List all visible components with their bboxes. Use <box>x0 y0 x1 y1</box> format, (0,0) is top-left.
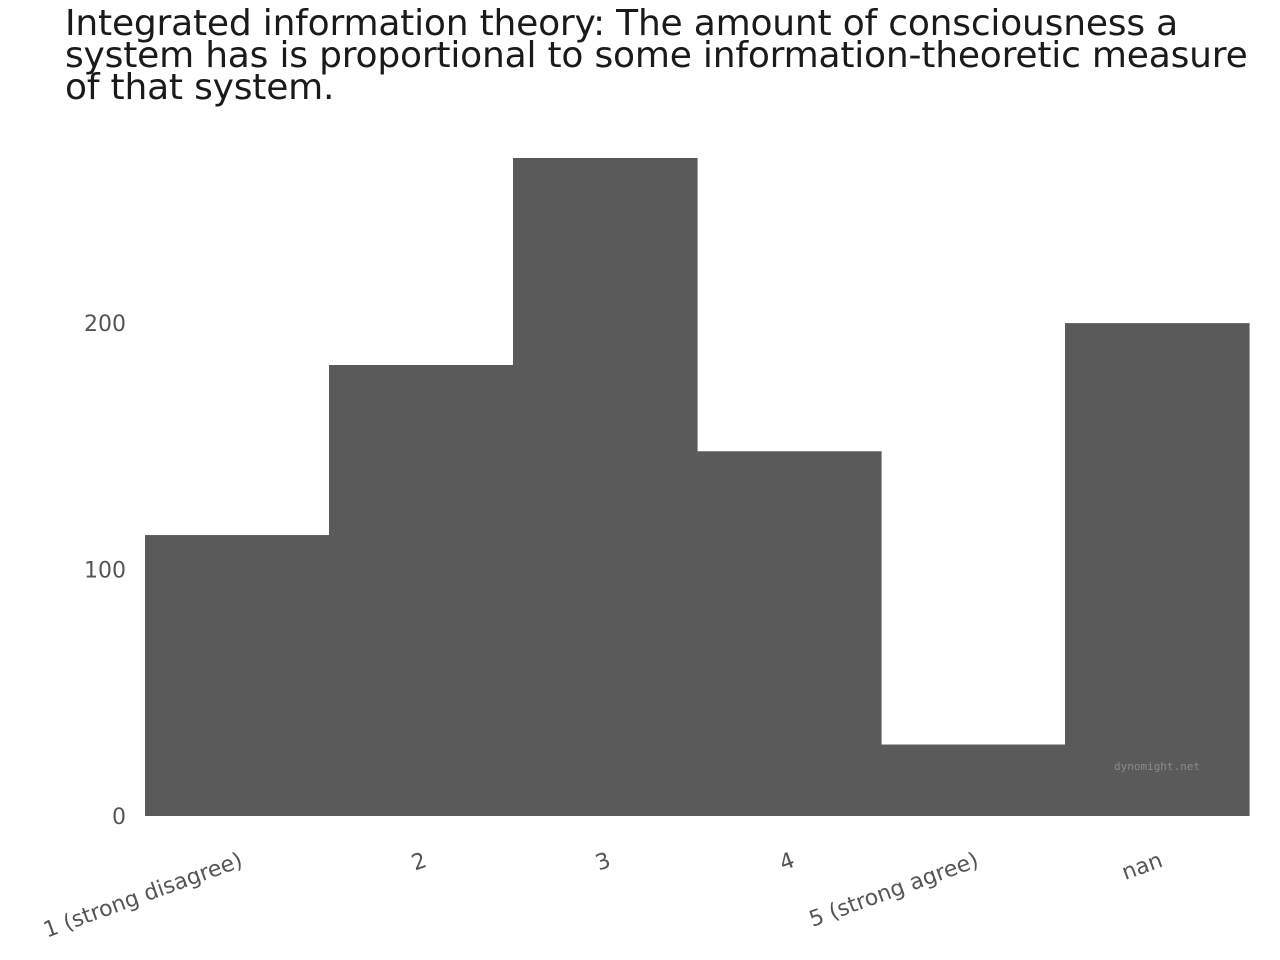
bar-2 <box>329 365 514 816</box>
bar-5 <box>881 744 1066 816</box>
y-tick-label-1: 0 <box>112 805 126 830</box>
x-tick-label-6: nan <box>1119 848 1166 886</box>
y-axis-ticks: 0 100 200 <box>84 312 126 830</box>
x-tick-label-4: 4 <box>776 848 798 876</box>
x-tick-label-3: 3 <box>592 848 614 876</box>
bars-group <box>145 158 1250 816</box>
bar-1 <box>145 535 330 816</box>
x-tick-label-2: 2 <box>408 848 430 876</box>
y-tick-label-3: 200 <box>84 312 126 337</box>
x-axis-ticks: 1 (strong disagree) 2 3 4 5 (strong agree) na… <box>40 848 1166 943</box>
y-tick-label-2: 100 <box>84 559 126 584</box>
bar-4 <box>697 451 882 816</box>
bar-6 <box>1065 323 1250 816</box>
x-tick-label-1: 1 (strong disagree) <box>40 848 246 943</box>
watermark-text: dynomight.net <box>1114 760 1200 773</box>
bar-3 <box>513 158 698 816</box>
x-tick-label-5: 5 (strong agree) <box>806 848 982 932</box>
chart-title: Integrated information theory: The amoun… <box>65 3 1248 108</box>
